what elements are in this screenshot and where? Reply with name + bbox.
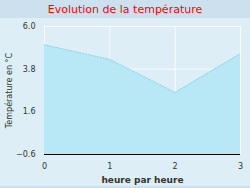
svg-text:3: 3 bbox=[238, 162, 243, 171]
svg-text:0: 0 bbox=[42, 162, 47, 171]
svg-text:Température en °C: Température en °C bbox=[4, 52, 14, 129]
svg-text:3.8: 3.8 bbox=[23, 65, 36, 74]
html-text:Evolution de la température: Evolution de la température bbox=[47, 3, 203, 16]
svg-text:1.6: 1.6 bbox=[23, 107, 36, 116]
svg-text:2: 2 bbox=[173, 162, 178, 171]
svg-text:heure par heure: heure par heure bbox=[101, 175, 183, 185]
svg-text:6.0: 6.0 bbox=[23, 22, 36, 31]
svg-text:1: 1 bbox=[107, 162, 112, 171]
svg-text:−0.6: −0.6 bbox=[16, 150, 35, 159]
